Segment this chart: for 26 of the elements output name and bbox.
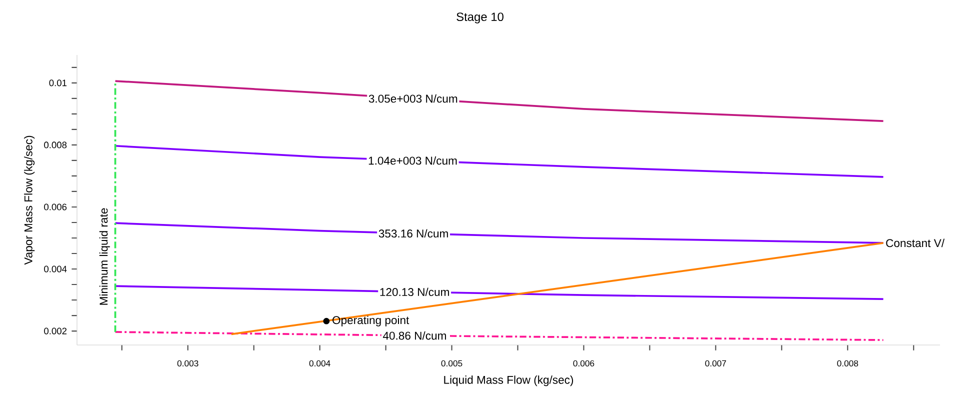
line-series	[114, 222, 884, 244]
y-tick-label: 0.008	[44, 142, 67, 148]
text: Minimum liquid rate	[99, 208, 110, 305]
line-series	[114, 80, 884, 122]
y-tick-label: 0.006	[44, 204, 67, 210]
series-label: 1.04e+003 N/cum	[368, 156, 457, 165]
series-label: Constant V/	[886, 238, 945, 248]
series-label: 3.05e+003 N/cum	[368, 94, 458, 103]
line-series	[114, 144, 884, 178]
line-series	[114, 285, 884, 300]
series-label: 40.86 N/cum	[382, 331, 446, 340]
y-axis-title: Vapor Mass Flow (kg/sec)	[24, 136, 35, 265]
y-tick-label: 0.01	[49, 80, 67, 86]
x-tick-label: 0.003	[177, 360, 198, 366]
x-tick-label: 0.008	[837, 360, 858, 366]
x-tick-label: 0.004	[309, 360, 330, 366]
x-tick-label: 0.006	[573, 360, 594, 366]
series-label: 120.13 N/cum	[380, 288, 449, 296]
chart-title: Stage 10	[456, 12, 504, 24]
x-tick-label: 0.007	[705, 360, 726, 366]
x-tick-label: 0.005	[441, 360, 462, 366]
series-label: Operating point	[332, 316, 410, 326]
y-tick-label: 0.002	[44, 328, 67, 334]
series-label: 353.16 N/cum	[378, 229, 448, 238]
y-tick-label: 0.004	[44, 266, 67, 272]
x-axis-title: Liquid Mass Flow (kg/sec)	[444, 376, 574, 386]
